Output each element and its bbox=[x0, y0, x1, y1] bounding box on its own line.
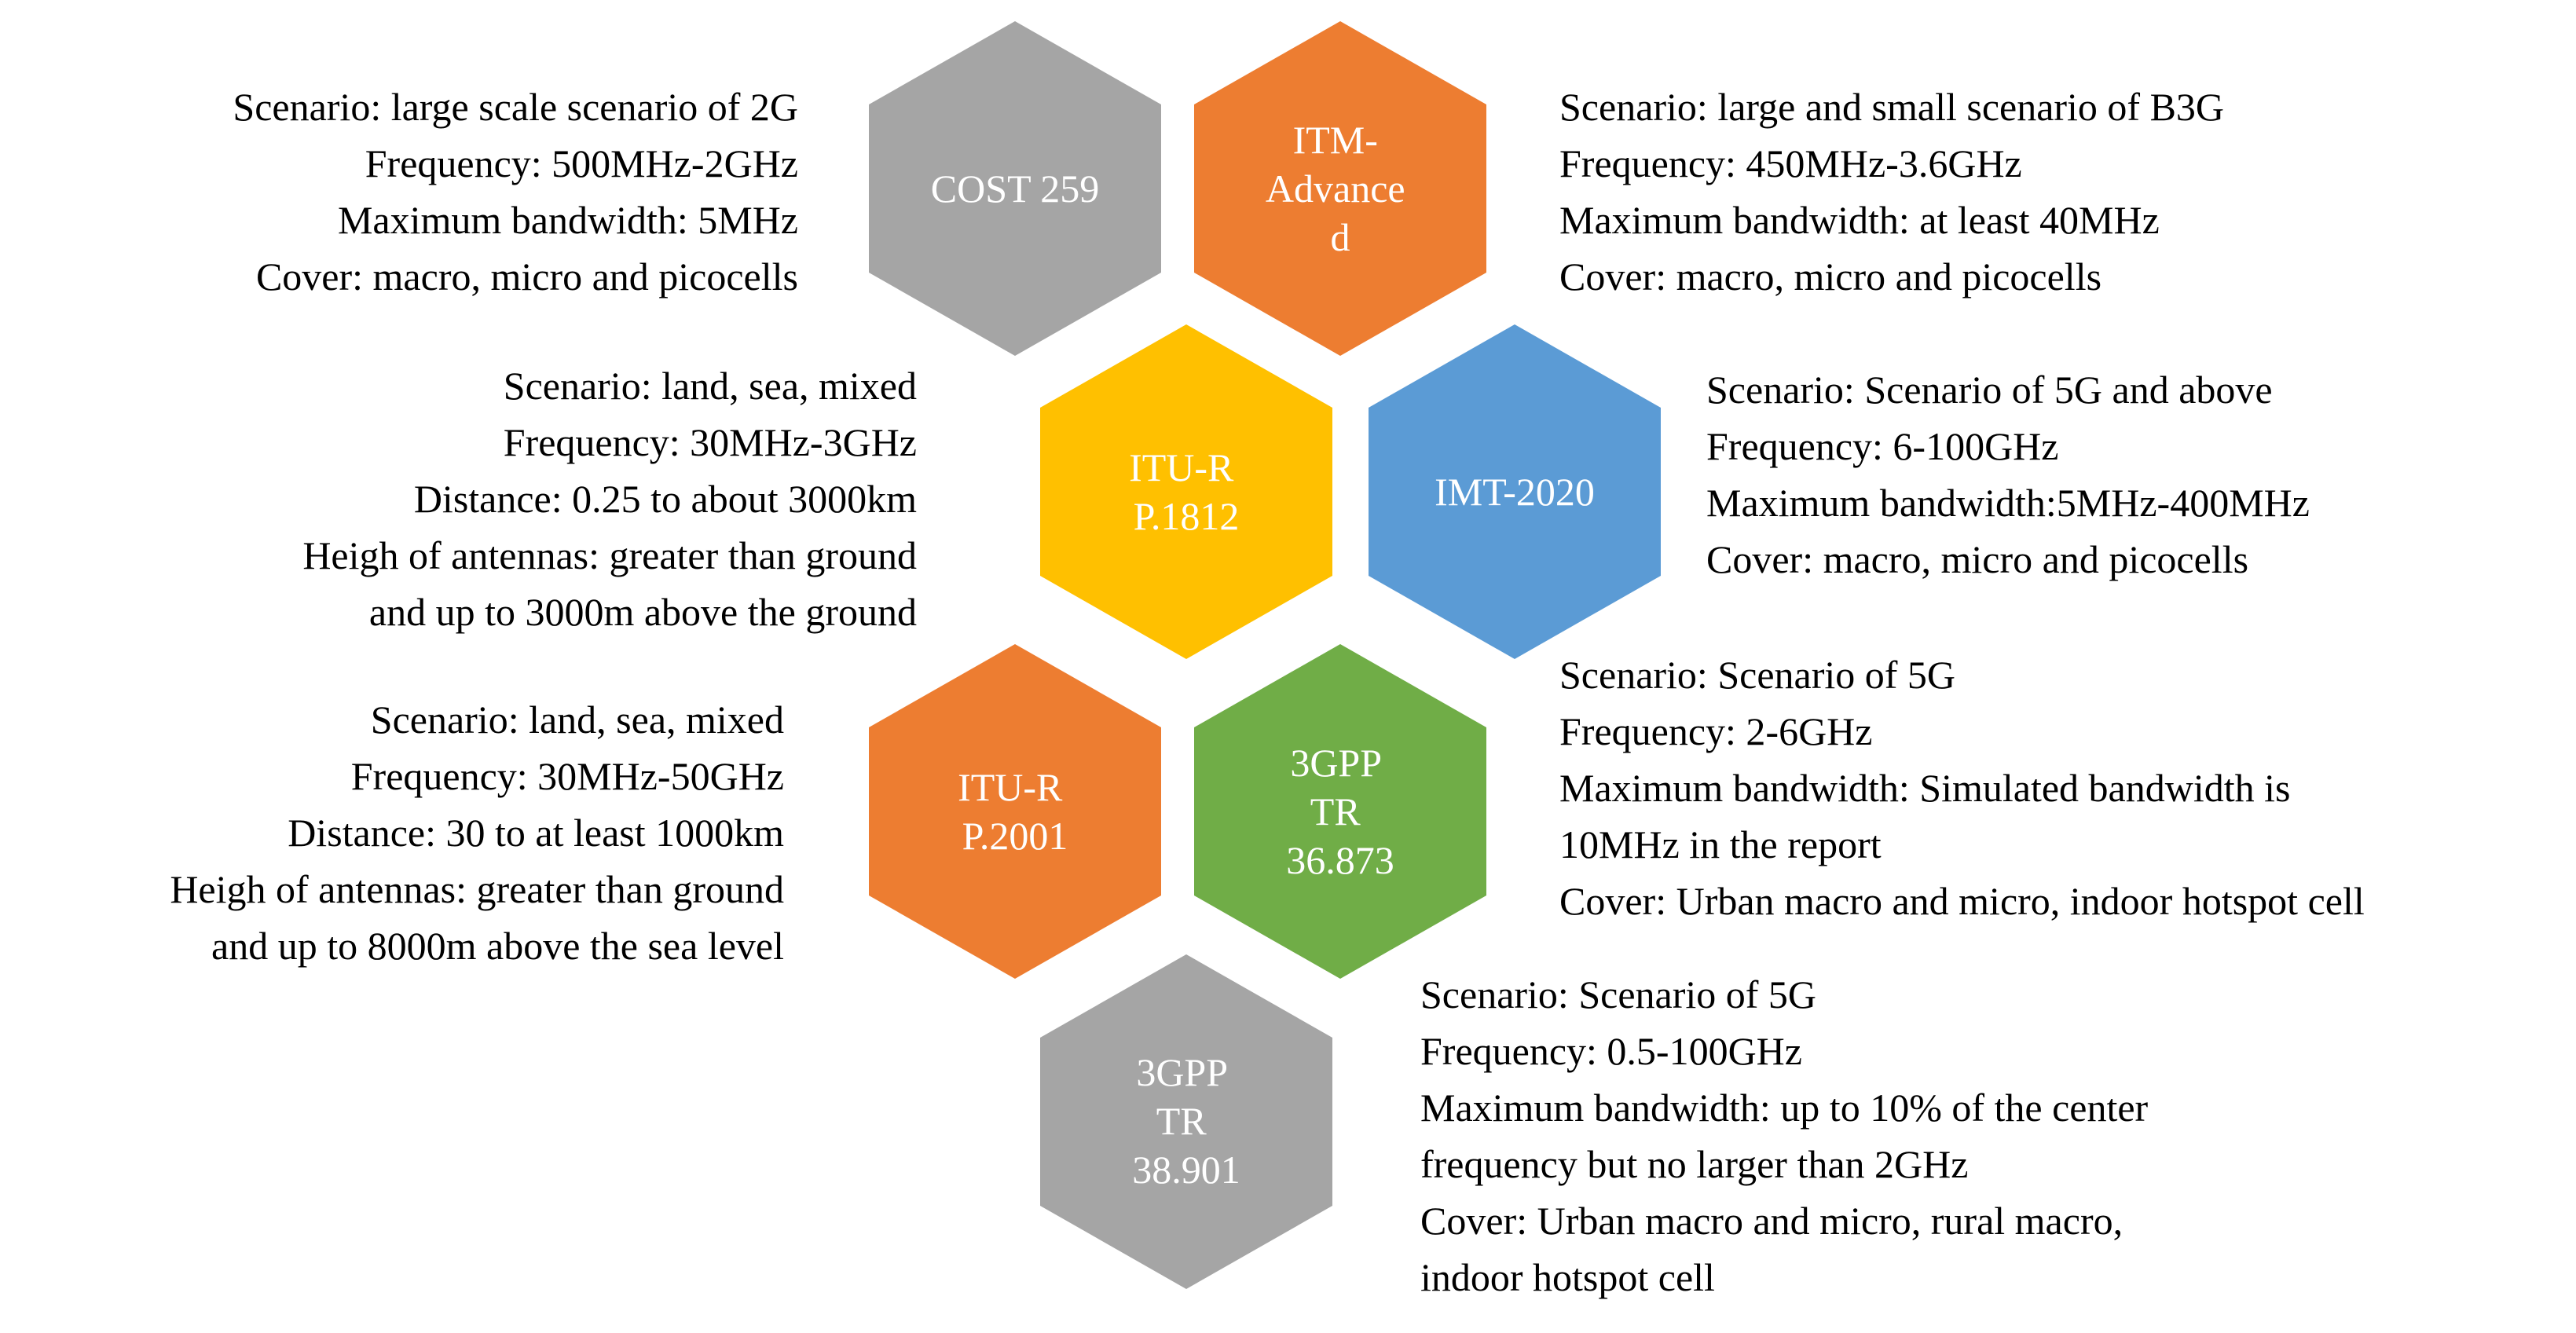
desc-line: indoor hotspot cell bbox=[1420, 1255, 1715, 1299]
hex-label-line: d bbox=[1331, 215, 1350, 259]
desc-line: Maximum bandwidth: up to 10% of the cent… bbox=[1420, 1086, 2149, 1130]
hex-itur-p2001: ITU-R P.2001 bbox=[869, 644, 1161, 979]
hex-itur-p2001-shape bbox=[869, 644, 1161, 979]
desc-line: Maximum bandwidth:5MHz-400MHz bbox=[1706, 481, 2310, 525]
desc-line: Heigh of antennas: greater than ground bbox=[170, 867, 784, 911]
desc-itur-p1812: Scenario: land, sea, mixed Frequency: 30… bbox=[302, 357, 917, 640]
hex-tr38901-shape bbox=[1040, 954, 1332, 1289]
desc-line: Maximum bandwidth: Simulated bandwidth i… bbox=[1559, 766, 2291, 810]
hex-tr36873-shape bbox=[1194, 644, 1486, 979]
hex-itur-p1812: ITU-R P.1812 bbox=[1040, 324, 1332, 659]
desc-line: Frequency: 500MHz-2GHz bbox=[365, 141, 798, 185]
desc-line: Distance: 0.25 to about 3000km bbox=[413, 477, 917, 521]
desc-tr36873: Scenario: Scenario of 5G Frequency: 2-6G… bbox=[1559, 646, 2365, 929]
desc-line: Distance: 30 to at least 1000km bbox=[288, 811, 784, 855]
desc-line: Cover: macro, micro and picocells bbox=[1706, 537, 2249, 581]
hex-imt2020: IMT-2020 bbox=[1369, 324, 1661, 659]
desc-cost259: Scenario: large scale scenario of 2G Fre… bbox=[233, 79, 798, 305]
hex-tr38901-label: 3GPP TR 38.901 bbox=[1132, 1050, 1240, 1192]
desc-imt2020: Scenario: Scenario of 5G and above Frequ… bbox=[1706, 361, 2310, 588]
desc-line: Scenario: land, sea, mixed bbox=[370, 698, 784, 742]
desc-line: Scenario: large scale scenario of 2G bbox=[233, 85, 798, 129]
desc-line: frequency but no larger than 2GHz bbox=[1420, 1142, 1969, 1186]
hex-label-line: 38.901 bbox=[1132, 1148, 1240, 1192]
desc-line: Scenario: Scenario of 5G and above bbox=[1706, 368, 2273, 412]
desc-itur-p2001: Scenario: land, sea, mixed Frequency: 30… bbox=[170, 691, 784, 974]
hex-label-line: TR bbox=[1310, 789, 1361, 833]
desc-line: Frequency: 30MHz-3GHz bbox=[503, 420, 917, 464]
hex-label-line: P.2001 bbox=[962, 814, 1068, 858]
hex-cost259-label: COST 259 bbox=[931, 167, 1099, 211]
hex-label-line: ITU-R bbox=[1129, 445, 1234, 489]
desc-itm-advanced: Scenario: large and small scenario of B3… bbox=[1559, 79, 2224, 305]
hex-imt2020-shape bbox=[1369, 324, 1661, 659]
desc-line: and up to 8000m above the sea level bbox=[211, 924, 784, 968]
desc-line: Cover: macro, micro and picocells bbox=[255, 255, 798, 298]
hex-tr36873-label: 3GPP TR 36.873 bbox=[1286, 741, 1394, 882]
hex-cost259: COST 259 bbox=[869, 21, 1161, 356]
hex-label-line: 36.873 bbox=[1286, 838, 1394, 882]
hex-tr38901: 3GPP TR 38.901 bbox=[1040, 954, 1332, 1289]
desc-line: Cover: macro, micro and picocells bbox=[1559, 255, 2102, 298]
desc-line: Frequency: 6-100GHz bbox=[1706, 424, 2059, 468]
desc-line: Maximum bandwidth: 5MHz bbox=[337, 198, 798, 242]
hex-label-line: Advance bbox=[1266, 167, 1405, 211]
desc-line: Frequency: 0.5-100GHz bbox=[1420, 1029, 1802, 1073]
hex-imt2020-label: IMT-2020 bbox=[1435, 470, 1595, 514]
desc-line: Frequency: 450MHz-3.6GHz bbox=[1559, 141, 2022, 185]
desc-line: Heigh of antennas: greater than ground bbox=[302, 533, 917, 577]
hex-label-line: P.1812 bbox=[1134, 494, 1240, 538]
hex-label-line: IMT-2020 bbox=[1435, 470, 1595, 514]
desc-line: Frequency: 2-6GHz bbox=[1559, 709, 1873, 753]
desc-line: Cover: Urban macro and micro, indoor hot… bbox=[1559, 879, 2365, 923]
hex-cost259-shape bbox=[869, 21, 1161, 356]
hex-label-line: ITU-R bbox=[958, 765, 1063, 809]
desc-line: Scenario: land, sea, mixed bbox=[503, 364, 917, 408]
hex-label-line: COST 259 bbox=[931, 167, 1099, 211]
desc-line: and up to 3000m above the ground bbox=[368, 590, 917, 634]
hex-itur-p2001-label: ITU-R P.2001 bbox=[958, 765, 1072, 858]
desc-line: Scenario: Scenario of 5G bbox=[1559, 653, 1956, 697]
desc-line: Cover: Urban macro and micro, rural macr… bbox=[1420, 1199, 2123, 1243]
desc-line: Frequency: 30MHz-50GHz bbox=[350, 754, 784, 798]
desc-line: Scenario: large and small scenario of B3… bbox=[1559, 85, 2225, 129]
desc-line: 10MHz in the report bbox=[1559, 822, 1882, 866]
hex-label-line: 3GPP bbox=[1290, 741, 1380, 785]
hex-label-line: 3GPP bbox=[1136, 1050, 1226, 1094]
desc-line: Scenario: Scenario of 5G bbox=[1420, 972, 1817, 1016]
hex-label-line: TR bbox=[1156, 1099, 1207, 1143]
desc-tr38901: Scenario: Scenario of 5G Frequency: 0.5-… bbox=[1420, 966, 2148, 1306]
hex-itm-advanced-label: ITM- Advance d bbox=[1266, 118, 1415, 259]
hex-tr36873: 3GPP TR 36.873 bbox=[1194, 644, 1486, 979]
hex-label-line: ITM- bbox=[1293, 118, 1378, 162]
hex-itur-p1812-label: ITU-R P.1812 bbox=[1129, 445, 1244, 538]
desc-line: Maximum bandwidth: at least 40MHz bbox=[1559, 198, 2160, 242]
hex-itm-advanced-shape bbox=[1194, 21, 1486, 356]
hex-itur-p1812-shape bbox=[1040, 324, 1332, 659]
hex-itm-advanced: ITM- Advance d bbox=[1194, 21, 1486, 356]
